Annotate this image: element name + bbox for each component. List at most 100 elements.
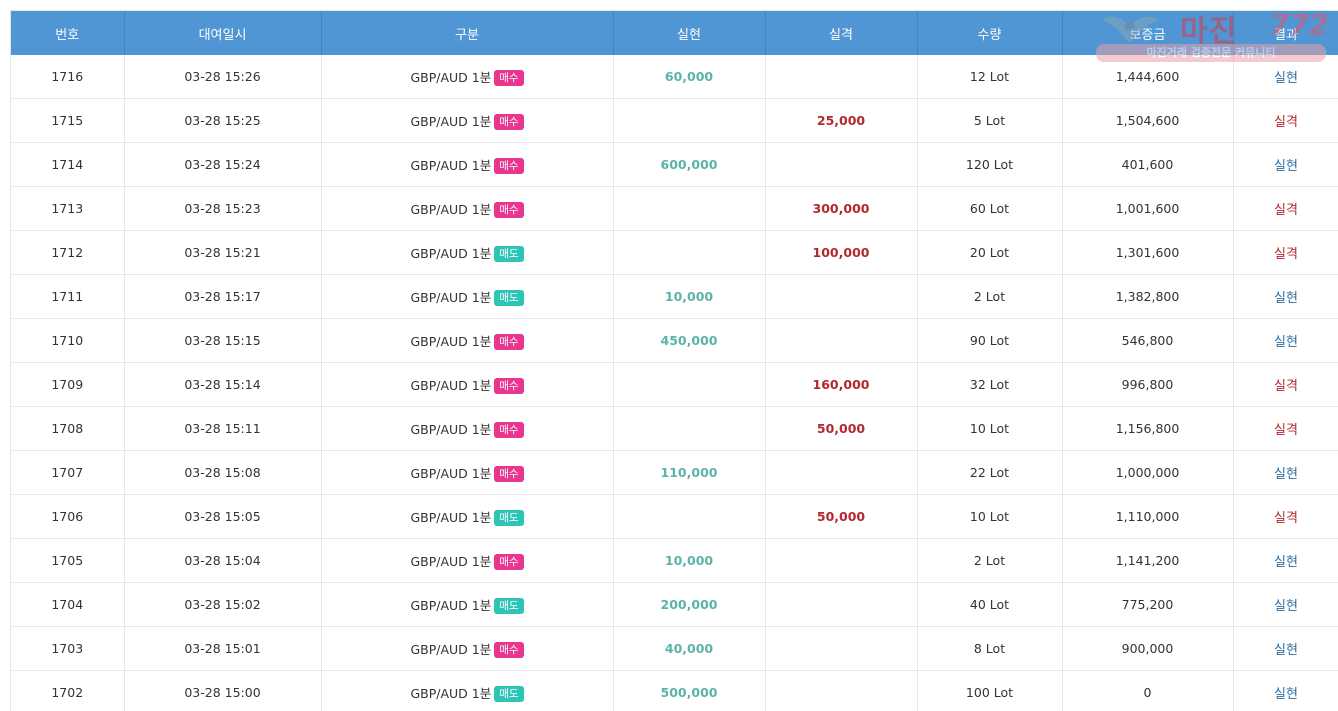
cell-loss: 50,000 <box>765 495 917 539</box>
cell-margin: 0 <box>1062 671 1233 711</box>
cell-qty: 20 Lot <box>917 231 1062 275</box>
cell-num: 1704 <box>11 583 124 627</box>
cell-result: 실현 <box>1233 671 1338 711</box>
side-badge: 매수 <box>494 422 523 438</box>
cell-num: 1709 <box>11 363 124 407</box>
cell-margin: 1,001,600 <box>1062 187 1233 231</box>
pair-label: GBP/AUD 1분 <box>410 686 491 701</box>
cell-result: 실격 <box>1233 231 1338 275</box>
cell-margin: 546,800 <box>1062 319 1233 363</box>
cell-loss <box>765 627 917 671</box>
side-badge: 매수 <box>494 466 523 482</box>
cell-qty: 2 Lot <box>917 275 1062 319</box>
cell-result: 실격 <box>1233 495 1338 539</box>
header-num: 번호 <box>11 11 124 55</box>
pair-label: GBP/AUD 1분 <box>410 510 491 525</box>
cell-result: 실현 <box>1233 143 1338 187</box>
pair-label: GBP/AUD 1분 <box>410 422 491 437</box>
cell-time: 03-28 15:26 <box>124 55 321 99</box>
cell-time: 03-28 15:04 <box>124 539 321 583</box>
header-type: 구분 <box>321 11 613 55</box>
header-row: 번호 대여일시 구분 실현 실격 수량 보증금 결과 <box>11 11 1338 55</box>
cell-num: 1712 <box>11 231 124 275</box>
side-badge: 매수 <box>494 642 523 658</box>
cell-margin: 900,000 <box>1062 627 1233 671</box>
cell-time: 03-28 15:24 <box>124 143 321 187</box>
cell-profit <box>613 187 765 231</box>
cell-time: 03-28 15:15 <box>124 319 321 363</box>
cell-qty: 100 Lot <box>917 671 1062 711</box>
cell-loss <box>765 671 917 711</box>
cell-profit: 600,000 <box>613 143 765 187</box>
cell-result: 실격 <box>1233 99 1338 143</box>
cell-num: 1703 <box>11 627 124 671</box>
cell-loss: 160,000 <box>765 363 917 407</box>
cell-result: 실격 <box>1233 407 1338 451</box>
cell-qty: 22 Lot <box>917 451 1062 495</box>
cell-qty: 2 Lot <box>917 539 1062 583</box>
cell-margin: 996,800 <box>1062 363 1233 407</box>
cell-time: 03-28 15:11 <box>124 407 321 451</box>
header-profit: 실현 <box>613 11 765 55</box>
header-loss: 실격 <box>765 11 917 55</box>
header-time: 대여일시 <box>124 11 321 55</box>
cell-result: 실격 <box>1233 187 1338 231</box>
side-badge: 매수 <box>494 114 523 130</box>
cell-profit: 110,000 <box>613 451 765 495</box>
cell-loss <box>765 55 917 99</box>
cell-margin: 1,444,600 <box>1062 55 1233 99</box>
cell-margin: 775,200 <box>1062 583 1233 627</box>
cell-qty: 10 Lot <box>917 407 1062 451</box>
cell-time: 03-28 15:14 <box>124 363 321 407</box>
cell-time: 03-28 15:21 <box>124 231 321 275</box>
cell-loss: 50,000 <box>765 407 917 451</box>
side-badge: 매수 <box>494 334 523 350</box>
cell-result: 실현 <box>1233 275 1338 319</box>
cell-time: 03-28 15:17 <box>124 275 321 319</box>
cell-profit <box>613 495 765 539</box>
cell-profit: 10,000 <box>613 539 765 583</box>
cell-num: 1702 <box>11 671 124 711</box>
cell-num: 1711 <box>11 275 124 319</box>
cell-time: 03-28 15:08 <box>124 451 321 495</box>
cell-time: 03-28 15:23 <box>124 187 321 231</box>
pair-label: GBP/AUD 1분 <box>410 378 491 393</box>
cell-time: 03-28 15:02 <box>124 583 321 627</box>
side-badge: 매도 <box>494 686 523 702</box>
cell-loss: 25,000 <box>765 99 917 143</box>
side-badge: 매수 <box>494 158 523 174</box>
cell-num: 1715 <box>11 99 124 143</box>
table-header: 번호 대여일시 구분 실현 실격 수량 보증금 결과 <box>11 11 1338 55</box>
cell-loss <box>765 583 917 627</box>
cell-loss <box>765 143 917 187</box>
cell-time: 03-28 15:00 <box>124 671 321 711</box>
cell-profit: 500,000 <box>613 671 765 711</box>
cell-profit <box>613 363 765 407</box>
side-badge: 매도 <box>494 510 523 526</box>
cell-result: 실현 <box>1233 539 1338 583</box>
cell-margin: 401,600 <box>1062 143 1233 187</box>
cell-time: 03-28 15:25 <box>124 99 321 143</box>
pair-label: GBP/AUD 1분 <box>410 642 491 657</box>
cell-result: 실격 <box>1233 363 1338 407</box>
side-badge: 매수 <box>494 554 523 570</box>
cell-num: 1710 <box>11 319 124 363</box>
side-badge: 매수 <box>494 378 523 394</box>
cell-profit <box>613 407 765 451</box>
cell-margin: 1,110,000 <box>1062 495 1233 539</box>
